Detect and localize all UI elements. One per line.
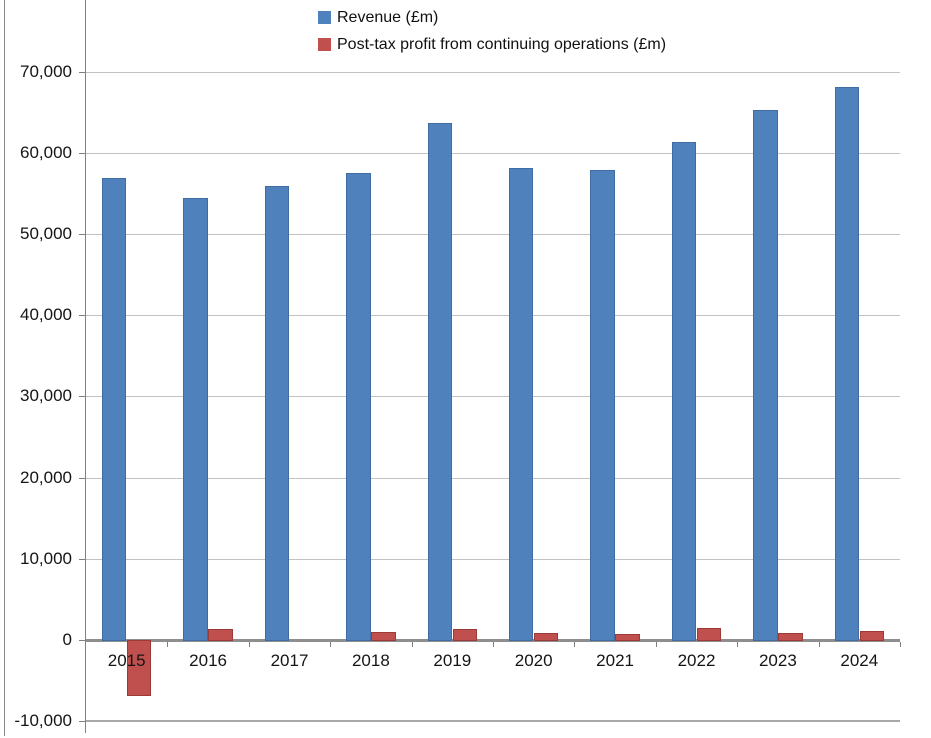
bar-revenue-2022 (671, 142, 697, 642)
y-axis-label: 0 (62, 630, 72, 649)
x-axis-label-2017: 2017 (270, 651, 309, 670)
gridline-10000 (86, 558, 900, 560)
gridline-20000 (86, 477, 900, 479)
y-axis-label: 10,000 (20, 548, 72, 568)
bar-revenue-2021 (590, 169, 615, 642)
bar-profit-2022 (696, 627, 722, 642)
bar-revenue-2019 (427, 122, 452, 642)
x-axis-tick (248, 641, 250, 647)
legend-swatch-profit-icon (318, 38, 331, 51)
gridline-40000 (86, 315, 900, 317)
legend-label-profit: Post-tax profit from continuing operatio… (337, 35, 667, 53)
chart-left-border (4, 0, 5, 736)
x-axis-tick (818, 641, 820, 647)
x-axis-label-2022: 2022 (677, 651, 716, 670)
bar-revenue-2016 (183, 198, 208, 642)
y-axis-label: 50,000 (20, 223, 72, 243)
x-axis-tick (737, 641, 739, 647)
x-axis-zero-line (86, 638, 900, 642)
gridline-30000 (86, 396, 900, 398)
x-axis-tick (167, 641, 169, 647)
x-axis-tick (330, 641, 332, 647)
bar-profit-2021 (615, 633, 640, 642)
legend-swatch-revenue-icon (318, 11, 331, 24)
x-axis-tick (900, 641, 901, 647)
x-axis-tick (655, 641, 657, 647)
y-axis-tick (79, 721, 86, 723)
bar-profit-2018 (371, 632, 396, 642)
y-axis-label: 30,000 (20, 386, 72, 406)
x-axis-label-2018: 2018 (351, 651, 390, 670)
bar-revenue-2023 (753, 109, 778, 642)
x-axis-label-2015: 2015 (107, 651, 146, 670)
y-axis-tick (79, 152, 86, 154)
bar-revenue-2015 (102, 177, 127, 642)
bar-profit-2024 (859, 630, 884, 642)
y-axis-tick (79, 71, 86, 73)
legend-item-revenue: Revenue (£m) (318, 4, 666, 31)
chart-legend: Revenue (£m) Post-tax profit from contin… (318, 4, 666, 58)
x-axis-tick (493, 641, 494, 647)
legend-label-revenue: Revenue (£m) (337, 8, 439, 26)
x-axis-label-2021: 2021 (596, 651, 634, 670)
x-axis-tick (574, 641, 576, 647)
bar-revenue-2024 (834, 86, 859, 642)
bar-revenue-2020 (509, 168, 534, 642)
y-axis-label: 20,000 (20, 467, 72, 487)
gridline-60000 (86, 152, 900, 154)
x-axis-label-2019: 2019 (433, 651, 472, 670)
bar-profit-2019 (452, 629, 477, 642)
x-axis-label-2020: 2020 (514, 651, 553, 670)
bar-profit-2015 (127, 640, 152, 697)
x-axis-label-2023: 2023 (758, 651, 797, 670)
y-axis-label: 60,000 (20, 142, 72, 162)
bar-profit-2020 (534, 632, 559, 642)
gridline-70000 (86, 71, 900, 73)
bar-profit-2023 (778, 633, 803, 642)
y-axis-line (85, 0, 86, 733)
x-axis-tick (411, 641, 413, 647)
bar-profit-2016 (208, 628, 233, 642)
y-axis-tick (79, 558, 86, 560)
y-axis-tick (79, 477, 86, 479)
y-axis-label: 70,000 (20, 61, 72, 81)
x-axis-label-2016: 2016 (189, 651, 227, 670)
gridline-50000 (86, 233, 900, 235)
bar-revenue-2018 (346, 173, 371, 642)
y-axis-tick (79, 233, 86, 235)
gridline--10000 (86, 720, 900, 723)
x-axis-label-2024: 2024 (840, 651, 879, 670)
y-axis-tick (79, 315, 86, 317)
legend-item-profit: Post-tax profit from continuing operatio… (318, 31, 666, 58)
bar-revenue-2017 (264, 186, 290, 642)
y-axis-label: -10,000 (14, 711, 72, 731)
y-axis-label: 40,000 (20, 305, 72, 325)
y-axis-tick (79, 640, 86, 641)
y-axis-tick (79, 396, 86, 398)
